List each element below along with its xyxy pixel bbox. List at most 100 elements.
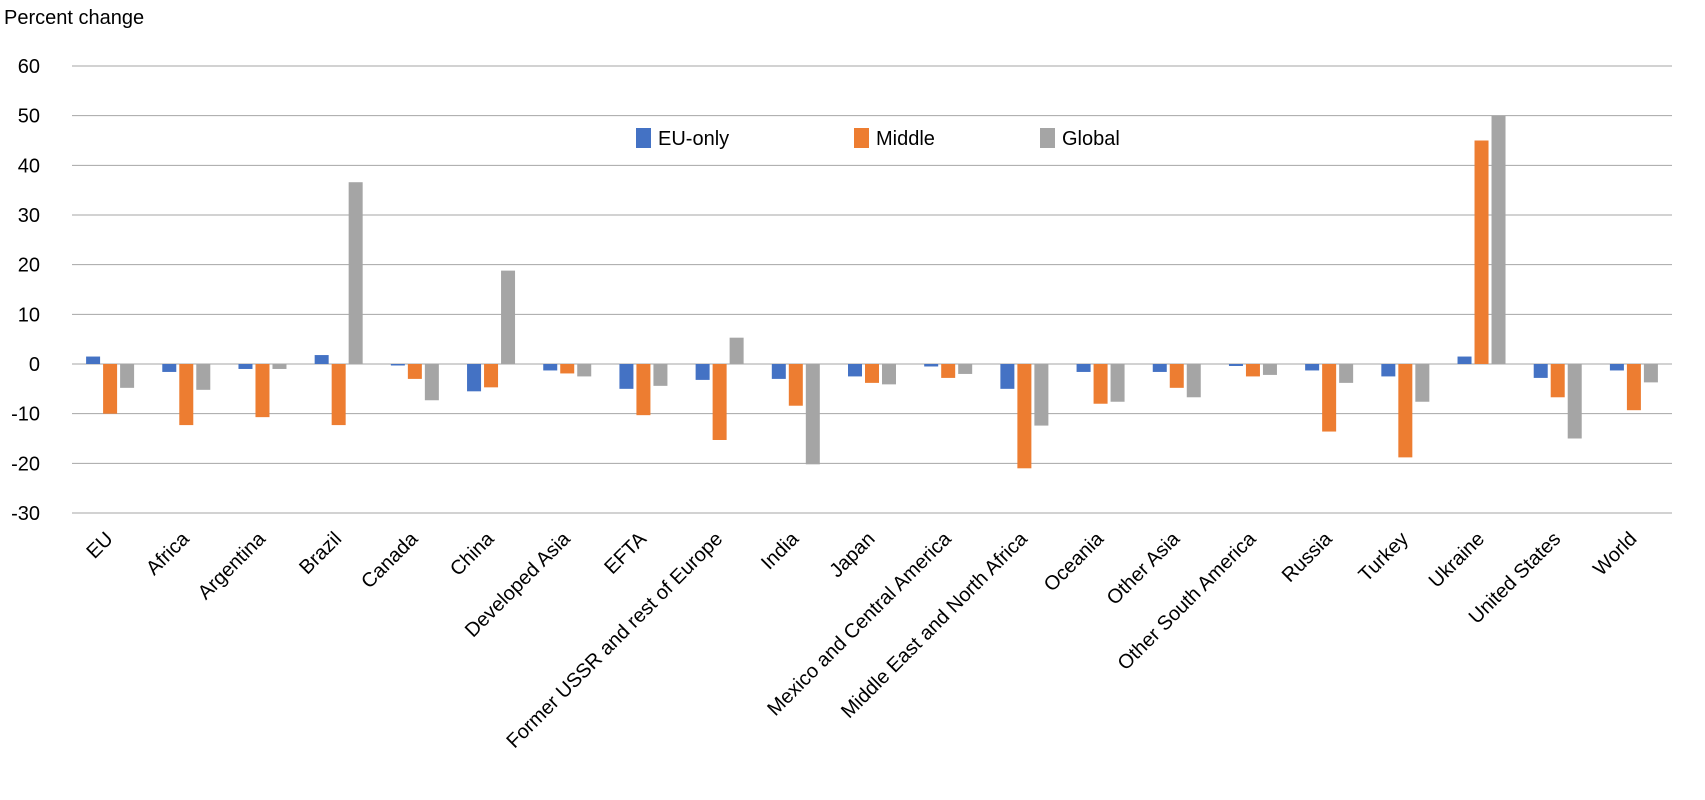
category-label: China <box>446 527 499 580</box>
legend-swatch <box>636 128 651 148</box>
bar-eu-only-united-states <box>1533 364 1548 378</box>
bars <box>86 115 1658 469</box>
bar-middle-world <box>1626 364 1641 411</box>
bar-middle-middle-east-and-north-africa <box>1017 364 1032 469</box>
category-label: Other South America <box>1114 527 1261 674</box>
bar-middle-russia <box>1322 364 1337 432</box>
bar-middle-canada <box>407 364 422 379</box>
bar-middle-united-states <box>1550 364 1565 398</box>
bar-middle-eu <box>103 364 118 414</box>
bar-global-china <box>501 270 516 364</box>
category-label: Russia <box>1278 527 1337 586</box>
bar-middle-brazil <box>331 364 346 426</box>
bar-eu-only-world <box>1609 364 1624 371</box>
bar-middle-india <box>788 364 803 406</box>
category-label: Oceania <box>1040 527 1109 596</box>
bar-eu-only-eu <box>86 356 101 364</box>
y-axis-title: Percent change <box>4 7 144 29</box>
legend: EU-only Middle Global <box>636 128 1120 150</box>
category-label: Argentina <box>194 527 271 604</box>
y-tick-label: 40 <box>18 155 40 177</box>
category-label: Turkey <box>1355 528 1413 586</box>
bar-global-russia <box>1339 364 1354 383</box>
bar-eu-only-developed-asia <box>543 364 558 371</box>
bar-eu-only-other-asia <box>1152 364 1167 372</box>
bar-global-eu <box>120 364 135 388</box>
bar-global-united-states <box>1567 364 1582 439</box>
y-tick-labels: 60 50 40 30 20 10 0 -10 -20 -30 <box>11 56 40 525</box>
bar-middle-developed-asia <box>560 364 575 374</box>
y-tick-label: -30 <box>11 503 40 525</box>
bar-global-mexico-and-central-america <box>958 364 973 374</box>
y-tick-label: 0 <box>29 354 40 376</box>
bar-eu-only-russia <box>1305 364 1320 371</box>
y-tick-label: 30 <box>18 205 40 227</box>
gridlines <box>72 65 1672 514</box>
legend-label: Global <box>1062 128 1120 150</box>
bar-eu-only-africa <box>162 364 177 372</box>
bar-eu-only-mexico-and-central-america <box>924 364 939 367</box>
bar-eu-only-former-ussr-and-rest-of-europe <box>695 364 710 380</box>
bar-middle-africa <box>179 364 194 426</box>
bar-global-former-ussr-and-rest-of-europe <box>729 337 744 364</box>
y-tick-label: 50 <box>18 106 40 128</box>
bar-middle-argentina <box>255 364 270 418</box>
bar-global-efta <box>653 364 668 386</box>
bar-global-ukraine <box>1491 115 1506 365</box>
bar-middle-oceania <box>1093 364 1108 404</box>
category-label: Ukraine <box>1425 528 1489 592</box>
category-label: Brazil <box>295 528 346 579</box>
bar-global-argentina <box>272 364 287 369</box>
y-tick-label: -20 <box>11 453 40 475</box>
y-tick-label: 60 <box>18 56 40 78</box>
category-label: India <box>757 527 804 574</box>
bar-middle-other-asia <box>1169 364 1184 388</box>
bar-middle-mexico-and-central-america <box>941 364 956 378</box>
bar-global-japan <box>882 364 896 385</box>
bar-middle-efta <box>636 364 651 416</box>
bar-global-other-south-america <box>1262 364 1277 375</box>
bar-global-world <box>1643 364 1658 383</box>
bar-eu-only-brazil <box>314 355 329 364</box>
bar-eu-only-other-south-america <box>1228 364 1243 366</box>
legend-swatch <box>1040 128 1055 148</box>
category-label: Other Asia <box>1103 527 1185 609</box>
bar-middle-china <box>484 364 499 388</box>
bar-global-canada <box>424 364 439 401</box>
bar-global-brazil <box>348 182 363 364</box>
bar-eu-only-turkey <box>1381 364 1396 377</box>
category-label: Canada <box>357 527 423 593</box>
category-label: Africa <box>142 527 194 579</box>
bar-global-africa <box>196 364 211 390</box>
category-label: EFTA <box>600 528 651 579</box>
bar-eu-only-canada <box>390 364 405 366</box>
category-labels: EU Africa Argentina Brazil Canada ChinaDevelo… <box>82 527 1641 752</box>
bar-middle-former-ussr-and-rest-of-europe <box>712 364 727 440</box>
bar-middle-japan <box>865 364 879 383</box>
legend-swatch <box>854 128 869 148</box>
category-label: Japan <box>825 528 879 582</box>
legend-label: Middle <box>876 128 935 150</box>
bar-eu-only-argentina <box>238 364 253 369</box>
bar-middle-other-south-america <box>1245 364 1260 377</box>
bar-global-middle-east-and-north-africa <box>1034 364 1049 426</box>
bar-eu-only-middle-east-and-north-africa <box>1000 364 1015 389</box>
category-label: EU <box>82 528 117 563</box>
bar-global-other-asia <box>1186 364 1201 398</box>
category-label: World <box>1589 528 1641 580</box>
bar-eu-only-japan <box>848 364 862 377</box>
bar-eu-only-china <box>467 364 482 392</box>
bar-eu-only-ukraine <box>1457 356 1472 364</box>
bar-middle-ukraine <box>1474 140 1489 364</box>
bar-eu-only-india <box>771 364 786 379</box>
bar-eu-only-efta <box>619 364 634 389</box>
y-tick-label: 20 <box>18 255 40 277</box>
bar-eu-only-oceania <box>1076 364 1091 372</box>
y-tick-label: 10 <box>18 304 40 326</box>
bar-global-india <box>805 364 820 465</box>
bar-global-oceania <box>1110 364 1125 402</box>
y-tick-label: -10 <box>11 404 40 426</box>
bar-global-developed-asia <box>577 364 592 377</box>
bar-middle-turkey <box>1398 364 1413 458</box>
